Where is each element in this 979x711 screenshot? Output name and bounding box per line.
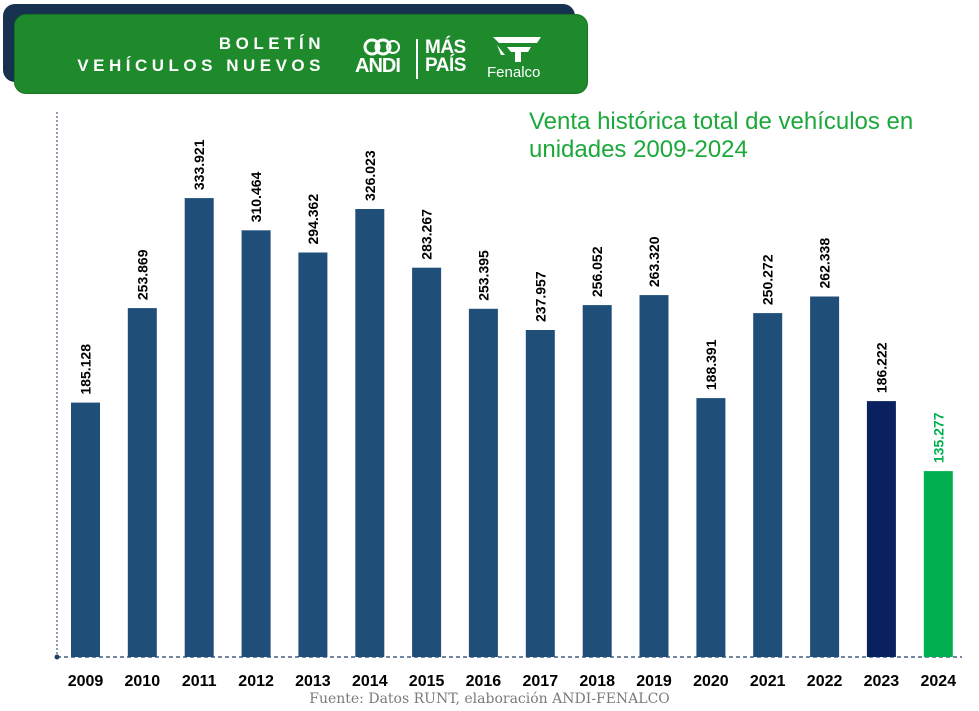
axis-origin-dot [54, 654, 60, 660]
value-label-2009: 185.128 [78, 344, 94, 395]
mas-pais-logo-line2: PAÍS [425, 55, 466, 76]
value-label-2015: 283.267 [419, 209, 435, 260]
bar-2012 [241, 230, 271, 658]
x-tick-label-2015: 2015 [409, 673, 445, 690]
bar-2018 [582, 305, 612, 657]
bar-2020 [696, 398, 726, 657]
value-label-2023: 186.222 [873, 342, 889, 393]
x-tick-label-2018: 2018 [579, 673, 615, 690]
value-label-2013: 294.362 [305, 194, 321, 245]
header-banner: BOLETÍN VEHÍCULOS NUEVOS ANDI MÁS PAÍS F… [14, 14, 588, 94]
andi-logo-icon [363, 38, 400, 56]
bulletin-title: BOLETÍN VEHÍCULOS NUEVOS [77, 33, 325, 77]
bar-2023 [866, 401, 896, 657]
bulletin-title-line1: BOLETÍN [218, 34, 325, 53]
x-tick-label-2010: 2010 [125, 673, 161, 690]
bar-2009 [71, 402, 100, 657]
bar-2010 [127, 308, 157, 657]
value-label-2012: 310.464 [248, 171, 264, 222]
bar-2013 [298, 252, 328, 657]
logo-divider [416, 39, 418, 79]
x-tick-label-2024: 2024 [921, 673, 957, 690]
x-tick-label-2017: 2017 [523, 673, 559, 690]
x-tick-label-2021: 2021 [750, 673, 786, 690]
value-label-2014: 326.023 [362, 150, 378, 201]
fenalco-logo: Fenalco [487, 35, 547, 81]
source-note: Fuente: Datos RUNT, elaboración ANDI-FEN… [309, 691, 670, 707]
value-label-2019: 263.320 [646, 236, 662, 287]
value-label-2022: 262.338 [817, 238, 833, 289]
x-tick-label-2013: 2013 [295, 673, 331, 690]
chart-title: Venta histórica total de vehículos en un… [529, 108, 914, 163]
x-tick-label-2020: 2020 [693, 673, 729, 690]
x-tick-label-2022: 2022 [807, 673, 843, 690]
bar-2019 [639, 295, 669, 657]
value-label-2024: 135.277 [930, 412, 946, 463]
value-label-2020: 188.391 [703, 339, 719, 390]
fenalco-logo-text: Fenalco [487, 64, 541, 81]
x-tick-label-2016: 2016 [466, 673, 502, 690]
bar-2016 [468, 308, 498, 657]
value-label-2016: 253.395 [475, 250, 491, 301]
mas-pais-logo: MÁS PAÍS [425, 37, 466, 76]
value-label-2021: 250.272 [760, 254, 776, 305]
value-label-2018: 256.052 [589, 246, 605, 297]
mas-pais-logo-line1: MÁS [425, 37, 466, 58]
bar-2014 [355, 209, 385, 657]
fenalco-logo-icon [493, 37, 541, 62]
value-label-2017: 237.957 [532, 271, 548, 322]
bar-2024 [923, 471, 953, 657]
x-tick-label-2023: 2023 [864, 673, 900, 690]
x-tick-label-2009: 2009 [68, 673, 104, 690]
bar-2011 [184, 198, 214, 657]
bar-2021 [753, 313, 783, 657]
andi-logo-text: ANDI [355, 55, 401, 77]
value-label-2011: 333.921 [191, 139, 207, 190]
x-tick-label-2019: 2019 [636, 673, 672, 690]
andi-logo: ANDI [355, 37, 409, 77]
bar-2017 [525, 330, 555, 657]
bulletin-title-line2: VEHÍCULOS NUEVOS [77, 56, 325, 75]
bar-2022 [810, 296, 840, 657]
x-tick-label-2014: 2014 [352, 673, 388, 690]
bar-2015 [412, 267, 442, 657]
x-tick-label-2011: 2011 [182, 673, 217, 690]
value-label-2010: 253.869 [134, 249, 150, 300]
x-tick-label-2012: 2012 [238, 673, 274, 690]
